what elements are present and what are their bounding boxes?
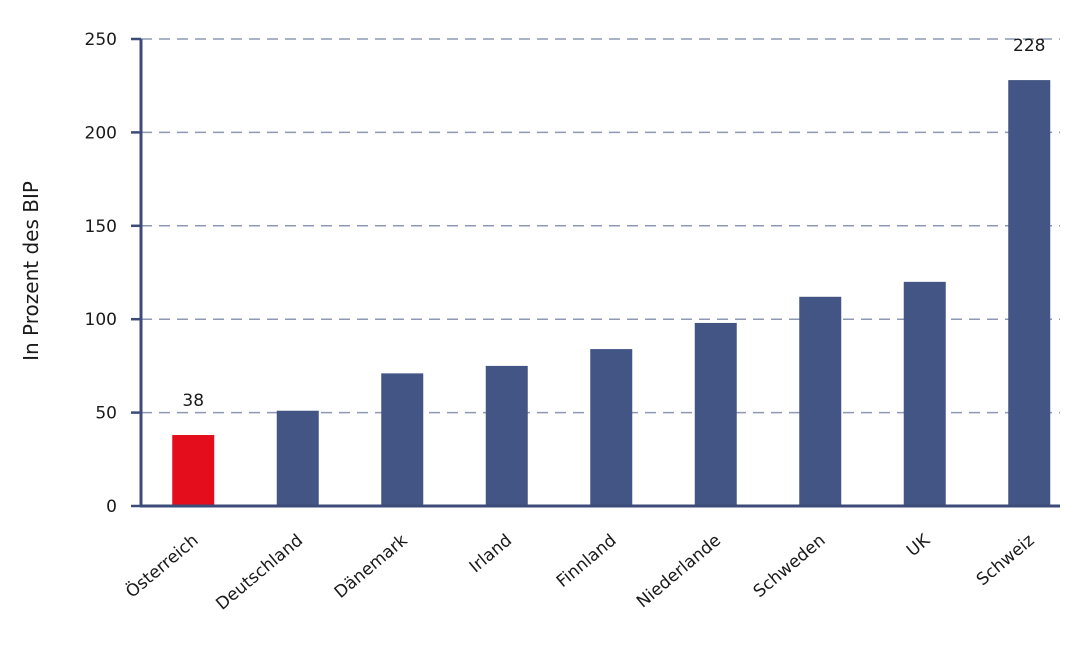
data-labels: 38 228 (182, 36, 1045, 411)
y-tick-label-250: 250 (85, 30, 117, 50)
y-tick-label-200: 200 (85, 123, 117, 143)
data-label: 38 (182, 391, 204, 411)
bars (172, 80, 1051, 506)
bar-irland (485, 365, 528, 506)
bar-schweiz (1008, 80, 1051, 506)
axes (131, 37, 1060, 508)
x-tick-label: Schweiz (973, 530, 1039, 590)
x-tick-label: Deutschland (212, 531, 307, 615)
y-tick-label-0: 0 (106, 497, 117, 517)
bar-österreich (172, 435, 215, 506)
bar-niederlande (694, 322, 737, 506)
x-tick-label: Finnland (553, 531, 621, 592)
y-tick-label-100: 100 (85, 310, 117, 330)
x-tick-label: Schweden (750, 531, 830, 602)
bar-finnland (590, 349, 633, 506)
y-tick-label-50: 50 (95, 404, 117, 424)
x-tick-label: Österreich (121, 529, 203, 602)
x-tick-labels: Österreich Deutschland Dänemark Irland Finnl… (121, 529, 1039, 614)
y-tick-label-150: 150 (85, 217, 117, 237)
x-tick-label: Irland (466, 531, 516, 578)
bar-deutschland (276, 410, 319, 506)
x-tick-label: Niederlande (633, 531, 725, 613)
x-tick-label: UK (903, 530, 935, 561)
x-tick-label: Dänemark (331, 530, 412, 602)
bar-schweden (799, 296, 842, 506)
bar-uk (903, 281, 946, 506)
data-label: 228 (1013, 36, 1045, 56)
bar-dänemark (381, 373, 424, 506)
y-axis-title: In Prozent des BIP (19, 181, 43, 361)
y-tick-labels: 0 50 100 150 200 250 (85, 30, 117, 517)
